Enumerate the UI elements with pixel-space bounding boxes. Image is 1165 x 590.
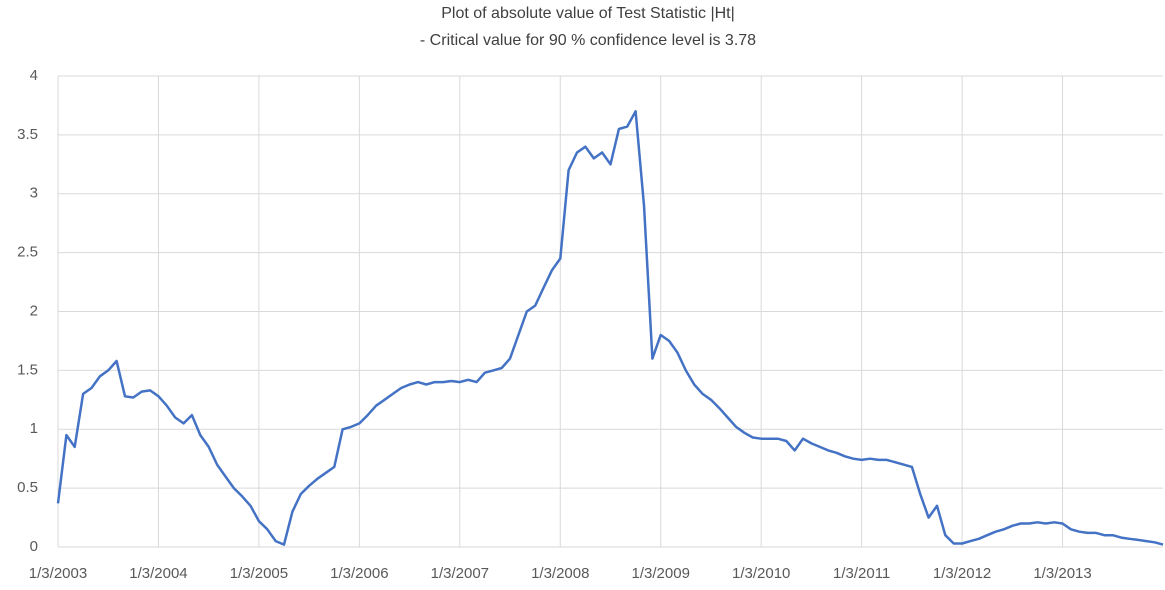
x-tick-label: 1/3/2011: [833, 565, 890, 582]
y-tick-label: 0: [30, 538, 38, 555]
y-tick-label: 3.5: [17, 126, 38, 143]
y-tick-label: 4: [30, 67, 38, 84]
y-tick-label: 1: [30, 420, 38, 437]
y-tick-label: 3: [30, 185, 38, 202]
chart-subtitle: - Critical value for 90 % confidence lev…: [420, 32, 756, 49]
chart-title: Plot of absolute value of Test Statistic…: [441, 5, 735, 22]
x-tick-label: 1/3/2005: [230, 565, 288, 582]
x-tick-label: 1/3/2013: [1033, 565, 1091, 582]
x-tick-label: 1/3/2003: [29, 565, 87, 582]
y-tick-label: 2.5: [17, 244, 38, 261]
y-tick-label: 1.5: [17, 361, 38, 378]
x-tick-label: 1/3/2006: [330, 565, 388, 582]
x-tick-label: 1/3/2008: [531, 565, 589, 582]
x-tick-label: 1/3/2012: [933, 565, 991, 582]
data-line: [56, 110, 1164, 546]
y-tick-label: 0.5: [17, 479, 38, 496]
y-tick-label: 2: [30, 302, 38, 319]
x-tick-label: 1/3/2009: [632, 565, 690, 582]
x-tick-label: 1/3/2010: [732, 565, 790, 582]
x-tick-label: 1/3/2004: [129, 565, 187, 582]
x-tick-label: 1/3/2007: [431, 565, 489, 582]
